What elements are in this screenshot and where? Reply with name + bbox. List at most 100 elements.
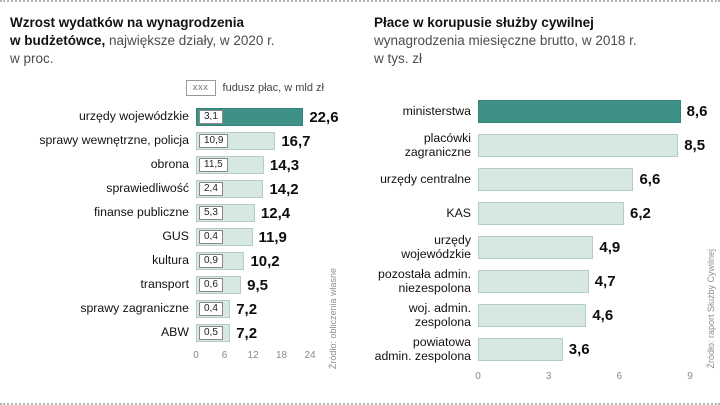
- bar: [478, 134, 679, 157]
- fund-value-box: 11,5: [199, 158, 228, 172]
- bar-track: 0,6 9,5: [196, 276, 310, 294]
- bar-track: 2,4 14,2: [196, 180, 310, 198]
- chart-header: Wzrost wydatków na wynagrodzenia w budże…: [10, 14, 352, 68]
- x-axis: 0 3 6 9: [475, 369, 693, 384]
- category-label: finanse publiczne: [93, 205, 189, 220]
- bar-track: 4,7: [478, 270, 690, 293]
- category-label: transport: [140, 277, 189, 292]
- bar-row: pozostała admin. niezespolona 4,7: [374, 266, 714, 297]
- category-label: ministerstwa: [402, 103, 471, 118]
- category-label: woj. admin. zespolona: [408, 301, 471, 329]
- bar-track: 10,9 16,7: [196, 132, 311, 150]
- value-label: 4,6: [592, 307, 614, 324]
- bar: [478, 168, 634, 191]
- axis-tick: 24: [304, 350, 316, 361]
- category-label: kultura: [152, 253, 189, 268]
- fund-value-box: 0,4: [199, 230, 223, 244]
- bar-row: ministerstwa 8,6: [374, 96, 714, 127]
- value-label: 14,3: [269, 156, 300, 174]
- subtitle-inline: największe działy, w 2020 r.: [109, 33, 275, 48]
- value-label: 8,5: [684, 137, 706, 154]
- bar-row: urzędy wojewódzkie 4,9: [374, 232, 714, 263]
- bar: [478, 100, 681, 123]
- bar-track: 3,6: [478, 338, 690, 361]
- bar-rows: ministerstwa 8,6 placówki zagraniczne 8,5 ur…: [374, 96, 714, 365]
- chart-header: Płace w korupusie służby cywilnej wynagr…: [374, 14, 714, 68]
- bar-track: 8,5: [478, 134, 705, 157]
- subtitle-unit: w tys. zł: [374, 51, 423, 66]
- title-line-3: w proc.: [10, 50, 352, 68]
- bar-track: 4,9: [478, 236, 690, 259]
- value-label: 6,2: [630, 205, 651, 222]
- title-bold-2: w budżetówce,: [10, 33, 106, 48]
- category-label: ABW: [160, 325, 189, 340]
- category-label: pozostała admin. niezespolona: [378, 267, 471, 295]
- source-note: Źródło: raport Służby Cywilnej: [706, 249, 716, 369]
- bar-row: ABW 0,5 7,2: [10, 322, 352, 344]
- bar-row: urzędy wojewódzkie 3,1 22,6: [10, 106, 352, 128]
- bar: [478, 236, 594, 259]
- value-label: 6,6: [639, 171, 661, 188]
- fund-value-box: 0,9: [199, 254, 223, 268]
- bar-track: 3,1 22,6: [196, 108, 339, 126]
- source-note: Źródło: obliczenia własne: [328, 267, 338, 369]
- bar-row: woj. admin. zespolona 4,6: [374, 300, 714, 331]
- bar-track: 11,5 14,3: [196, 156, 310, 174]
- bar-track: 0,4 7,2: [196, 300, 310, 318]
- legend-label: fudusz płac, w mld zł: [222, 82, 324, 94]
- bar-row: powiatowa admin. zespolona 3,6: [374, 334, 714, 365]
- title-line-2: wynagrodzenia miesięczne brutto, w 2018 …: [374, 32, 714, 50]
- legend-sample-box: xxx: [185, 80, 216, 96]
- fund-value-box: 0,5: [199, 326, 223, 340]
- axis-tick: 18: [275, 350, 288, 361]
- bar-row: kultura 0,9 10,2: [10, 250, 352, 272]
- title-line-2: w budżetówce, największe działy, w 2020 …: [10, 32, 352, 50]
- axis-tick: 9: [687, 371, 693, 382]
- bar-track: 8,6: [478, 100, 707, 123]
- bar-track: 6,2: [478, 202, 690, 225]
- value-label: 7,2: [236, 300, 258, 318]
- category-label: sprawy zagraniczne: [80, 301, 189, 316]
- bar-row: KAS 6,2: [374, 198, 714, 229]
- title-line-1: Płace w korupusie służby cywilnej: [374, 14, 714, 32]
- value-label: 10,2: [250, 252, 280, 270]
- category-label: GUS: [162, 229, 189, 244]
- bar-row: obrona 11,5 14,3: [10, 154, 352, 176]
- category-label: urzędy centralne: [380, 171, 471, 186]
- axis-tick: 0: [193, 350, 199, 361]
- category-label: urzędy wojewódzkie: [401, 233, 471, 261]
- value-label: 8,6: [686, 103, 708, 120]
- bar: [478, 338, 563, 361]
- bar-row: transport 0,6 9,5: [10, 274, 352, 296]
- axis-tick: 12: [247, 350, 259, 361]
- fund-value-box: 0,4: [199, 302, 223, 316]
- title-bold: Wzrost wydatków na wynagrodzenia: [10, 15, 245, 30]
- title-line-3: w tys. zł: [374, 50, 714, 68]
- title-line-1: Wzrost wydatków na wynagrodzenia: [10, 14, 352, 32]
- subtitle-inline: wynagrodzenia miesięczne brutto, w 2018 …: [374, 33, 637, 48]
- axis-tick: 3: [545, 371, 552, 382]
- axis-tick: 0: [475, 371, 481, 382]
- bar-row: sprawiedliwość 2,4 14,2: [10, 178, 352, 200]
- bar-row: placówki zagraniczne 8,5: [374, 130, 714, 161]
- bar-row: urzędy centralne 6,6: [374, 164, 714, 195]
- bar-row: sprawy zagraniczne 0,4 7,2: [10, 298, 352, 320]
- value-label: 14,2: [269, 180, 299, 198]
- category-label: sprawy wewnętrzne, policja: [39, 133, 189, 148]
- value-label: 3,6: [568, 341, 590, 358]
- title-bold: Płace w korupusie służby cywilnej: [374, 15, 594, 30]
- category-label: powiatowa admin. zespolona: [374, 335, 471, 363]
- bar: [478, 304, 587, 327]
- bar-track: 0,9 10,2: [196, 252, 310, 270]
- category-label: sprawiedliwość: [106, 181, 189, 196]
- legend: xxx fudusz płac, w mld zł: [10, 80, 352, 96]
- value-label: 4,9: [599, 239, 621, 256]
- value-label: 9,5: [247, 276, 268, 294]
- fund-value-box: 0,6: [199, 278, 223, 292]
- bar-row: GUS 0,4 11,9: [10, 226, 352, 248]
- axis-tick: 6: [221, 350, 228, 361]
- bar-track: 6,6: [478, 168, 690, 191]
- fund-value-box: 5,3: [199, 206, 223, 220]
- chart-civil-service-pay: Płace w korupusie służby cywilnej wynagr…: [374, 14, 716, 403]
